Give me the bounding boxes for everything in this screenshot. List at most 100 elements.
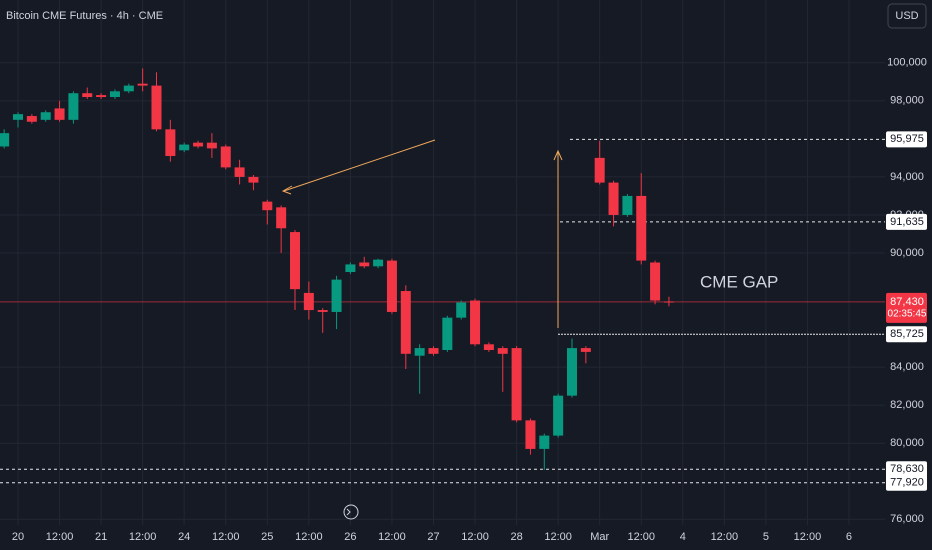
candle-body xyxy=(331,279,342,312)
x-tick-label: 12:00 xyxy=(711,531,739,543)
x-tick-label: 12:00 xyxy=(46,531,74,543)
x-tick-label: 12:00 xyxy=(461,531,489,543)
candle-body xyxy=(511,348,522,421)
candle-body xyxy=(206,142,217,149)
candle-body xyxy=(650,262,661,301)
level-label: 77,920 xyxy=(890,477,924,489)
candle-body xyxy=(483,344,494,350)
candle-body xyxy=(456,302,467,318)
y-tick-label: 82,000 xyxy=(890,399,924,411)
candle-body xyxy=(373,259,384,267)
level-label-box xyxy=(886,326,927,343)
candle-body xyxy=(594,157,605,183)
candle-body xyxy=(580,348,591,352)
level-label: 85,725 xyxy=(890,328,924,340)
candle-body xyxy=(428,348,439,354)
trend-arrow-head xyxy=(281,185,293,195)
candle-body xyxy=(193,142,204,147)
last-price-box xyxy=(886,292,927,323)
candle-body xyxy=(13,114,24,120)
gap-arrow-head xyxy=(553,149,563,161)
candle-body xyxy=(636,195,647,261)
x-tick-label: 21 xyxy=(95,531,107,543)
candle-body xyxy=(317,310,328,312)
x-tick-label: 5 xyxy=(763,531,769,543)
x-tick-label: 25 xyxy=(261,531,273,543)
candle-body xyxy=(539,435,550,449)
candle-body xyxy=(26,116,37,122)
candle-body xyxy=(608,182,619,215)
axes: 76,00080,00082,00084,00090,00092,00094,0… xyxy=(12,57,927,543)
y-tick-label: 90,000 xyxy=(890,247,924,259)
candle-body xyxy=(165,129,176,156)
levels xyxy=(0,138,885,484)
x-tick-label: 12:00 xyxy=(295,531,323,543)
x-tick-label: 26 xyxy=(344,531,356,543)
candle-body xyxy=(290,232,300,290)
candle-body xyxy=(622,195,633,215)
last-price-label: 87,430 xyxy=(890,296,924,308)
candle-body xyxy=(276,207,287,229)
candle-body xyxy=(386,260,397,312)
jump-icon[interactable] xyxy=(343,504,359,520)
y-tick-label: 100,000 xyxy=(887,57,927,69)
candle-body xyxy=(345,264,356,273)
candle-body xyxy=(663,301,674,303)
candle-body xyxy=(54,108,65,120)
level-label-box xyxy=(886,131,927,148)
candle-body xyxy=(151,85,162,130)
level-label: 95,975 xyxy=(890,133,924,145)
x-tick-label: 6 xyxy=(846,531,852,543)
trend-arrow xyxy=(283,139,436,192)
y-tick-label: 98,000 xyxy=(890,95,924,107)
candle-body xyxy=(497,348,508,354)
candle-body xyxy=(123,85,134,92)
candle-body xyxy=(0,133,10,147)
currency-label: USD xyxy=(895,10,918,22)
x-tick-label: 12:00 xyxy=(129,531,157,543)
candle-body xyxy=(442,317,453,350)
level-label: 91,635 xyxy=(890,216,924,228)
chart-title: Bitcoin CME Futures · 4h · CME xyxy=(6,10,163,22)
x-tick-label: 12:00 xyxy=(544,531,572,543)
candle-body xyxy=(82,93,93,98)
x-tick-label: 4 xyxy=(680,531,686,543)
candle-body xyxy=(220,146,231,168)
candle-body xyxy=(68,93,79,120)
x-tick-label: 12:00 xyxy=(378,531,406,543)
candle-body xyxy=(525,420,536,449)
candle-body xyxy=(96,95,107,98)
candles xyxy=(0,68,674,470)
candle-body xyxy=(400,291,411,354)
candle-body xyxy=(179,144,190,151)
candle-body xyxy=(234,167,245,177)
candle-body xyxy=(414,348,425,356)
annotation: CME GAP xyxy=(700,272,778,291)
candle-body xyxy=(262,201,273,211)
candle-body xyxy=(109,91,120,98)
candle-body xyxy=(553,395,564,436)
x-tick-label: 20 xyxy=(12,531,24,543)
jump-icon-arrow xyxy=(346,508,351,516)
y-tick-label: 80,000 xyxy=(890,437,924,449)
countdown-label: 02:35:45 xyxy=(888,309,927,320)
x-tick-label: 27 xyxy=(427,531,439,543)
x-tick-label: 12:00 xyxy=(627,531,655,543)
y-tick-label: 76,000 xyxy=(890,513,924,525)
y-tick-label: 84,000 xyxy=(890,361,924,373)
x-tick-label: 28 xyxy=(510,531,522,543)
y-tick-label: 94,000 xyxy=(890,171,924,183)
x-tick-label: 12:00 xyxy=(794,531,822,543)
level-label-box xyxy=(886,461,927,478)
x-tick-label: 24 xyxy=(178,531,190,543)
candle-body xyxy=(470,300,481,345)
level-label-box xyxy=(886,474,927,491)
candle-body xyxy=(248,176,259,183)
candle-body xyxy=(566,348,577,396)
candle-body xyxy=(137,83,148,86)
currency-button[interactable] xyxy=(887,3,927,29)
level-label-box xyxy=(886,213,927,230)
candle-body xyxy=(303,292,314,311)
candle-body xyxy=(359,262,370,267)
